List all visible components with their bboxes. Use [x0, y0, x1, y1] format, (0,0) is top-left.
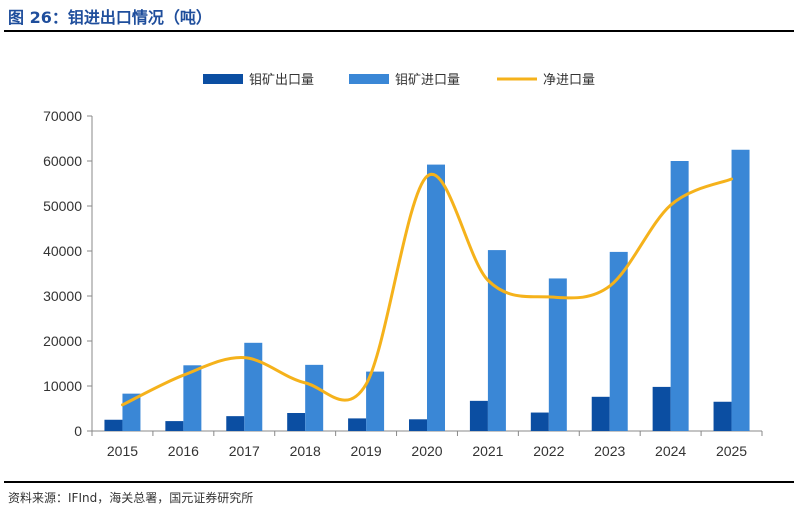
- net-import-series-line: [120, 172, 734, 407]
- y-tick-label: 20000: [43, 333, 82, 349]
- import-bar: [366, 371, 385, 431]
- export-bar: [226, 416, 245, 431]
- x-tick-label: 2018: [290, 443, 321, 459]
- y-tick-label: 0: [74, 423, 82, 439]
- legend-swatch-export: [203, 74, 243, 84]
- y-tick-label: 50000: [43, 198, 82, 214]
- import-bar: [487, 250, 506, 431]
- legend-label-import: 钼矿进口量: [395, 73, 460, 88]
- legend-label-net: 净进口量: [543, 73, 595, 88]
- x-tick-label: 2025: [716, 443, 747, 459]
- x-tick-label: 2021: [472, 443, 503, 459]
- import-bar: [548, 278, 567, 431]
- y-axis: 0 10000 20000 30000 40000 50000 60000 70000: [43, 108, 93, 439]
- export-bar: [530, 412, 549, 431]
- legend-swatch-import: [349, 74, 389, 84]
- net-import-line: [120, 172, 734, 407]
- export-bar: [591, 396, 610, 431]
- bars: [104, 149, 750, 431]
- y-tick-label: 60000: [43, 153, 82, 169]
- bottom-rule: [4, 481, 794, 483]
- import-bar: [244, 342, 263, 431]
- export-bar: [287, 413, 306, 431]
- import-bar: [609, 251, 628, 431]
- legend: 钼矿出口量 钼矿进口量 净进口量: [203, 73, 595, 88]
- x-tick-label: 2020: [411, 443, 442, 459]
- import-bar: [427, 164, 445, 431]
- x-tick-label: 2015: [107, 443, 138, 459]
- x-axis: 2015 2016 2017 2018 2019 2020 2021 2022 2023 2024…: [91, 430, 763, 459]
- import-bar: [305, 364, 324, 431]
- export-bar: [652, 386, 671, 431]
- source-note: 资料来源：IFInd，海关总署，国元证券研究所: [8, 491, 254, 505]
- export-bar: [165, 421, 184, 431]
- legend-label-export: 钼矿出口量: [249, 73, 314, 88]
- export-bar: [104, 419, 123, 431]
- export-bar: [469, 400, 488, 431]
- import-bar: [670, 161, 689, 431]
- y-tick-label: 70000: [43, 108, 82, 124]
- import-bar: [731, 149, 750, 431]
- top-rule: [4, 30, 794, 32]
- x-tick-label: 2022: [533, 443, 564, 459]
- y-tick-label: 30000: [43, 288, 82, 304]
- y-tick-label: 40000: [43, 243, 82, 259]
- x-tick-label: 2023: [594, 443, 625, 459]
- x-tick-label: 2016: [168, 443, 199, 459]
- export-bar: [713, 401, 732, 431]
- x-tick-label: 2024: [655, 443, 686, 459]
- x-tick-label: 2017: [229, 443, 260, 459]
- export-bar: [409, 419, 427, 431]
- x-tick-label: 2019: [351, 443, 382, 459]
- export-bar: [348, 418, 367, 431]
- y-tick-label: 10000: [43, 378, 82, 394]
- import-bar: [183, 365, 202, 431]
- figure-title: 图 26：钼进出口情况（吨）: [8, 8, 212, 27]
